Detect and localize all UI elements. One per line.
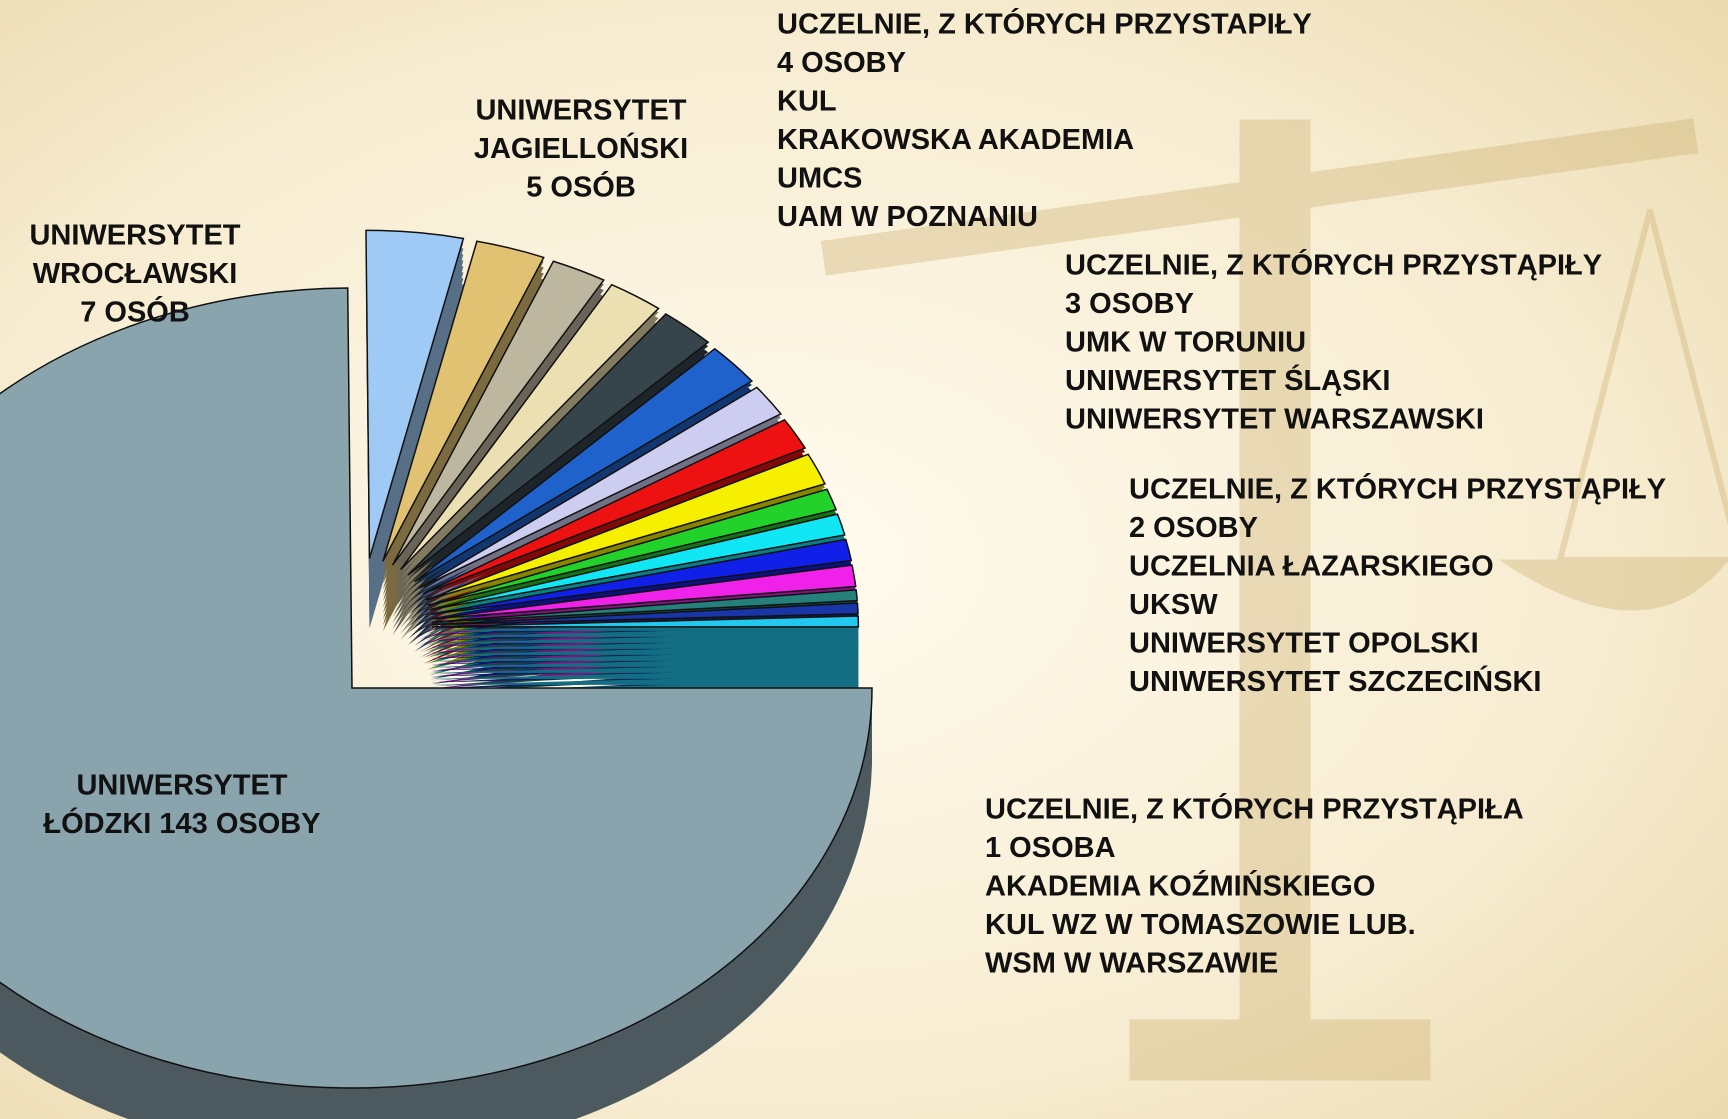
- slice-label: JAGIELLOŃSKI: [474, 131, 688, 165]
- slice-label: UMCS: [777, 163, 862, 195]
- slice-label: KUL WZ W TOMASZOWIE LUB.: [985, 909, 1416, 941]
- slice-label: UNIWERSYTET WARSZAWSKI: [1065, 404, 1484, 436]
- slice-label: UAM W POZNANIU: [777, 201, 1038, 233]
- slice-label: 7 OSÓB: [80, 295, 190, 329]
- slice-label: UCZELNIA ŁAZARSKIEGO: [1129, 551, 1494, 583]
- slice-label: 5 OSÓB: [526, 170, 636, 204]
- slice-label: UKSW: [1129, 589, 1218, 621]
- chart: UNIWERSYTET ŁÓDZKI 143 OSOBY UNIWERSYTET WR…: [0, 0, 1728, 1119]
- slice-label: UNIWERSYTET: [29, 220, 240, 252]
- slice-label: UCZELNIE, Z KTÓRYCH PRZYSTĄPIŁY: [1065, 248, 1602, 282]
- slice-label: UNIWERSYTET SZCZECIŃSKI: [1129, 664, 1541, 698]
- slice-label: UMK W TORUNIU: [1065, 327, 1306, 359]
- slice-label: KRAKOWSKA AKADEMIA: [777, 124, 1134, 156]
- slice-label: UNIWERSYTET ŚLĄSKI: [1065, 363, 1390, 397]
- slice-label: UNIWERSYTET: [475, 95, 686, 127]
- slice-label: 3 OSOBY: [1065, 288, 1194, 320]
- slice-label: UCZELNIE, Z KTÓRYCH PRZYSTĄPIŁA: [985, 792, 1524, 826]
- slice-label: UCZELNIE, Z KTÓRYCH PRZYSTĄPIŁY: [1129, 472, 1666, 506]
- slice-label: KUL: [777, 86, 837, 118]
- slice-label: WROCŁAWSKI: [33, 258, 238, 290]
- slice-label: AKADEMIA KOŹMIŃSKIEGO: [985, 869, 1375, 903]
- slice-label: ŁÓDZKI 143 OSOBY: [43, 806, 320, 840]
- slice-label: UCZELNIE, Z KTÓRYCH PRZYSTAPIŁY: [777, 7, 1312, 41]
- slice-label: 1 OSOBA: [985, 832, 1116, 864]
- slice-label: WSM W WARSZAWIE: [985, 948, 1278, 980]
- slice-label: 4 OSOBY: [777, 47, 906, 79]
- slice-label: UNIWERSYTET: [76, 770, 287, 802]
- slice-label: UNIWERSYTET OPOLSKI: [1129, 628, 1479, 660]
- slice-label: 2 OSOBY: [1129, 512, 1258, 544]
- page: UNIWERSYTET ŁÓDZKI 143 OSOBY UNIWERSYTET WR…: [0, 0, 1728, 1119]
